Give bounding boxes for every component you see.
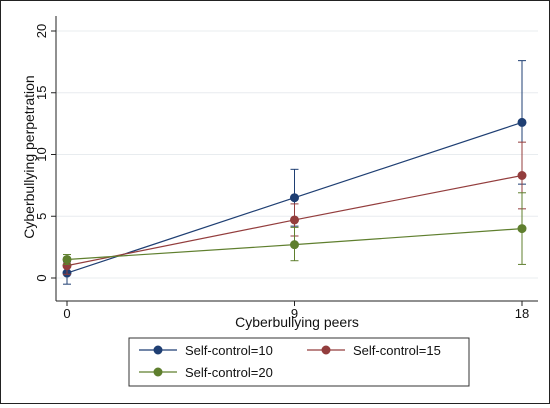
y-tick-label: 10 [34, 147, 49, 161]
x-axis: 0 9 18 [56, 300, 538, 321]
x-tick-label: 9 [291, 306, 298, 321]
plot-area [56, 16, 538, 301]
series-group [62, 60, 527, 285]
y-tick-label: 15 [34, 86, 49, 100]
legend-label: Self-control=20 [185, 365, 273, 380]
x-tick-label: 0 [63, 306, 70, 321]
y-tick-label: 5 [34, 213, 49, 220]
y-axis: 0 5 10 15 20 [34, 16, 57, 301]
legend-box [128, 337, 470, 387]
legend-item: Self-control=20 [139, 365, 273, 380]
x-tick-label: 18 [515, 306, 529, 321]
legend-swatch-marker [153, 345, 163, 355]
legend-label: Self-control=10 [185, 343, 273, 358]
y-tick-label: 20 [34, 24, 49, 38]
series-2 [62, 141, 527, 275]
data-point [290, 240, 299, 250]
data-point [517, 224, 527, 234]
legend: Self-control=10 Self-control=15 Self-contr… [128, 337, 470, 387]
legend-swatch-marker [321, 345, 331, 355]
series-3 [62, 192, 527, 265]
data-point [62, 254, 72, 264]
legend-label: Self-control=15 [353, 343, 441, 358]
data-point [290, 193, 299, 203]
legend-item: Self-control=15 [307, 343, 441, 358]
data-point [290, 215, 299, 225]
gridlines [56, 30, 538, 279]
data-point [517, 170, 527, 180]
data-point [517, 117, 527, 127]
x-axis-label: Cyberbullying peers [235, 314, 359, 330]
legend-swatch-marker [153, 367, 163, 377]
legend-item: Self-control=10 [139, 343, 273, 358]
y-tick-label: 0 [34, 274, 49, 281]
y-axis-label: Cyberbullying perpetration [21, 75, 37, 238]
